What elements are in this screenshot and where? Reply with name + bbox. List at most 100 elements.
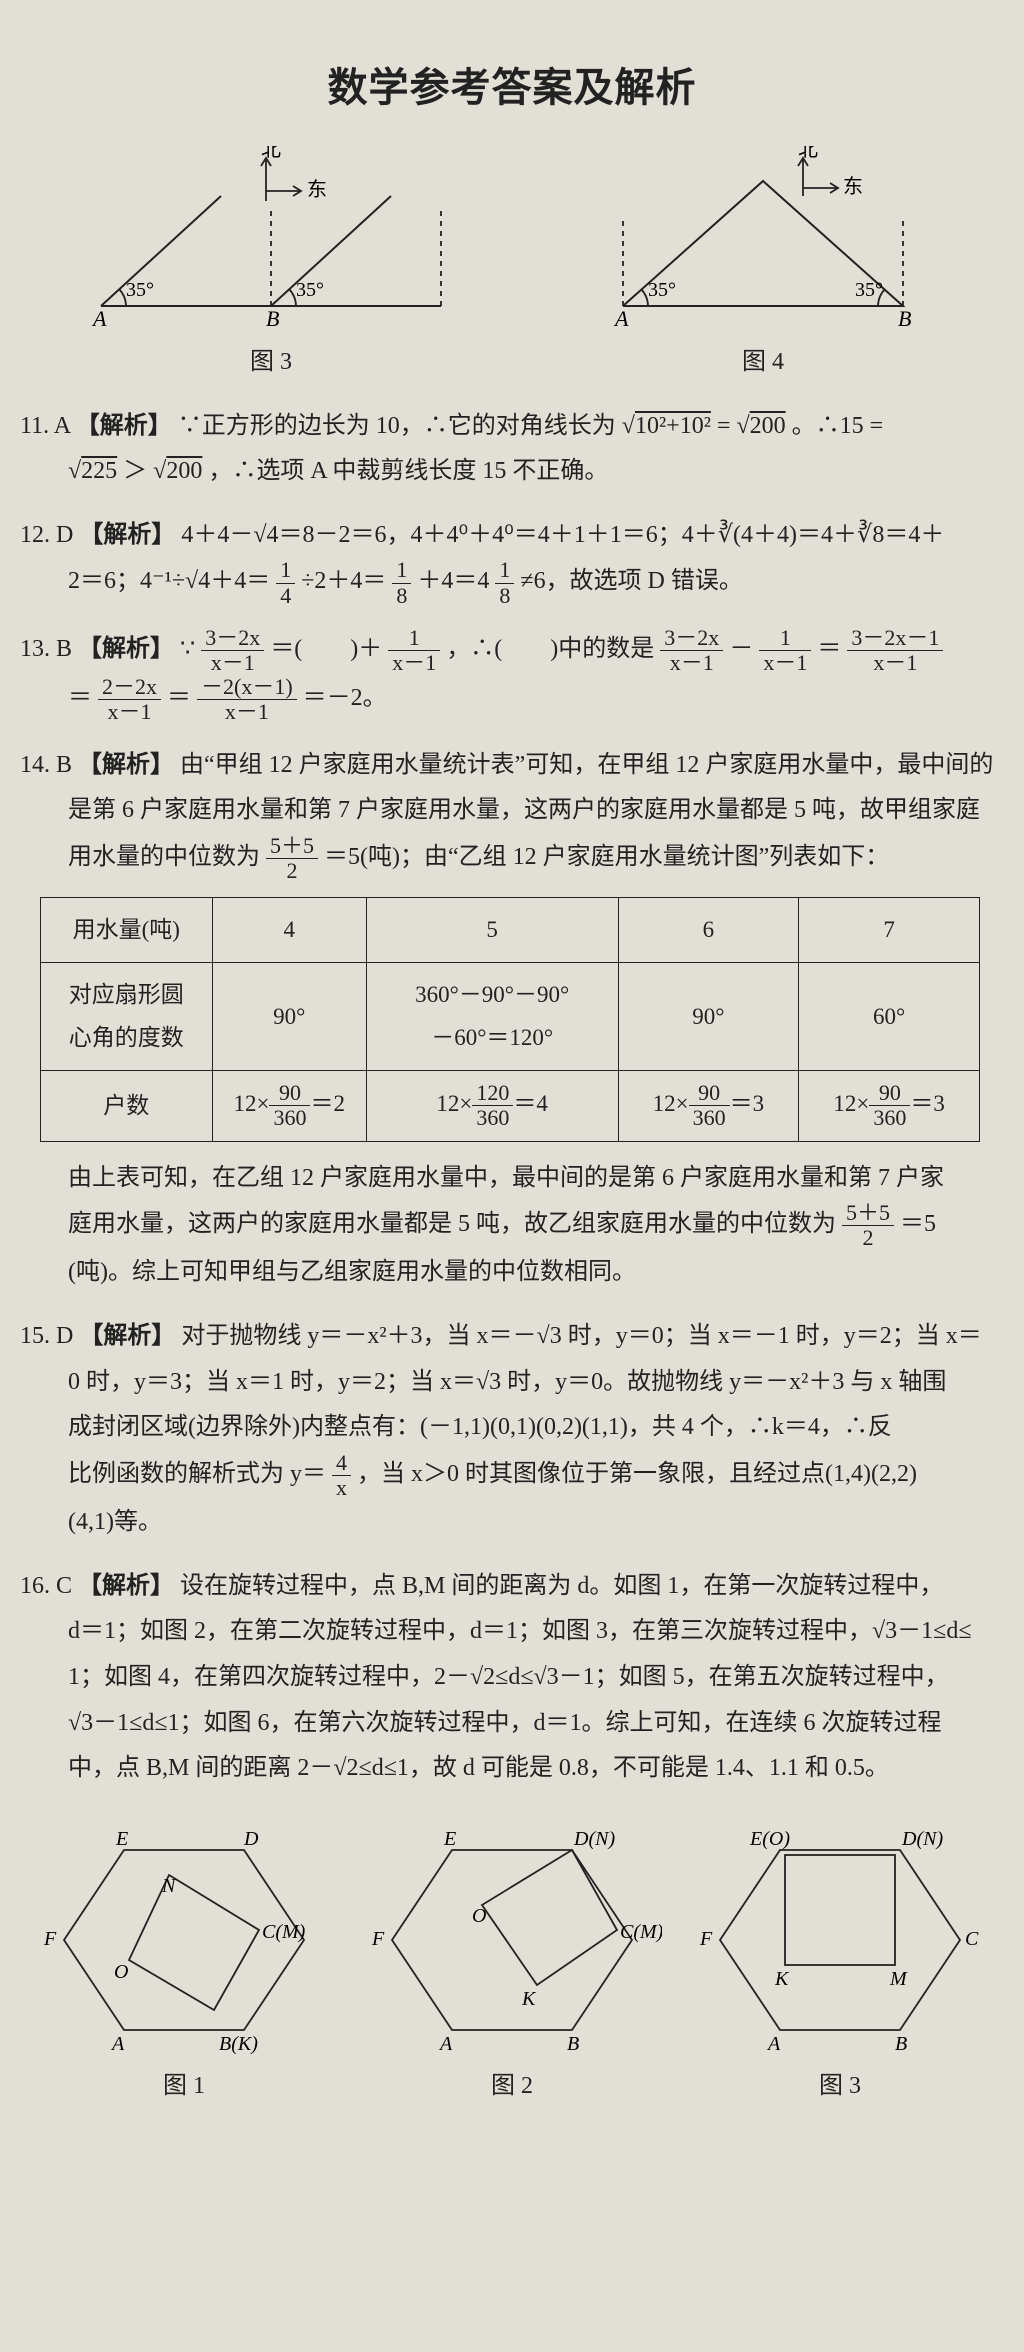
f2-E: E: [443, 1828, 456, 1850]
fig3-angle-a: 35°: [126, 279, 154, 301]
th-3: 6: [618, 898, 799, 963]
bot-fig1-cap: 图 1: [34, 2064, 334, 2110]
bot-fig3: E(O) D(N) F K M C A B 图 3: [690, 1810, 990, 2110]
q11-sqrt1: 10²+10²: [635, 413, 711, 439]
f3-C: C: [965, 1928, 979, 1950]
q13-fAt: 3－2x: [201, 626, 264, 651]
q14-fIb: 2: [842, 1226, 894, 1250]
f2-DN: D(N): [573, 1828, 615, 1850]
q15-l1: 对于抛物线 y＝－x²＋3，当 x＝－√3 时，y＝0；当 x＝－1 时，y＝2…: [181, 1323, 981, 1349]
q13-line2: ＝ 2－2xx－1 ＝ －2(x－1)x－1 ＝－2。: [20, 675, 1004, 724]
figure-4-block: 北 东 35° 35° A B 图 4: [573, 146, 953, 386]
q12-l1: 4＋4－√4＝8－2＝6，4＋4⁰＋4⁰＝4＋1＋1＝6；4＋∛(4＋4)＝4＋…: [181, 522, 944, 548]
q13: 13. B 【解析】 ∵ 3－2xx－1 ＝( )＋ 1x－1 ，∴( )中的数…: [20, 626, 1004, 675]
q13-fDt: 1: [759, 626, 811, 651]
q13-fFb: x－1: [98, 700, 161, 724]
td: 12×90360＝2: [212, 1071, 366, 1141]
q12-f2b: 8: [392, 584, 411, 608]
q12-l2c: ＋4＝4: [417, 569, 489, 595]
q16-tag: 【解析】: [78, 1573, 174, 1599]
q13-fGb: x－1: [197, 700, 297, 724]
q11-gt: ＞: [123, 458, 153, 484]
f1-O: O: [114, 1961, 128, 1983]
q15-l2: 0 时，y＝3；当 x＝1 时，y＝2；当 x＝√3 时，y＝0。故抛物线 y＝…: [20, 1360, 1004, 1406]
q14-p2: 庭用水量，这两户的家庭用水量都是 5 吨，故乙组家庭用水量的中位数为 5＋52 …: [20, 1201, 1004, 1250]
td: 90°: [212, 962, 366, 1070]
f2-A: A: [438, 2033, 453, 2055]
q13-l1b: ＝( )＋: [270, 636, 382, 662]
q11-sqrt4: 200: [166, 458, 202, 484]
q13-tag: 【解析】: [78, 636, 174, 662]
td: 户数: [41, 1071, 213, 1141]
q12-f3b: 8: [495, 584, 514, 608]
q15-l4: 比例函数的解析式为 y＝ 4x ，当 x＞0 时其图像位于第一象限，且经过点(1…: [20, 1451, 1004, 1500]
q14-fHt: 5＋5: [266, 834, 318, 859]
q12-f1b: 4: [276, 584, 295, 608]
bot-fig2: E D(N) F O C(M) K A B 图 2: [362, 1810, 662, 2110]
q13-l2c: ＝－2。: [303, 685, 387, 711]
q16-l4: √3－1≤d≤1；如图 6，在第六次旋转过程中，d＝1。综上可知，在连续 6 次…: [20, 1701, 1004, 1747]
q14-table: 用水量(吨) 4 5 6 7 对应扇形圆心角的度数 90° 360°－90°－9…: [40, 897, 980, 1141]
bottom-figure-row: E D N F O C(M) A B(K) 图 1 E D(N) F O: [20, 1810, 1004, 2110]
q13-l1a: ∵: [180, 636, 201, 662]
q14-p2b: ＝5: [900, 1211, 936, 1237]
q13-fDb: x－1: [759, 651, 811, 675]
fig4-angle-a: 35°: [648, 279, 676, 301]
q14-p1: 由上表可知，在乙组 12 户家庭用水量中，最中间的是第 6 户家庭用水量和第 7…: [20, 1156, 1004, 1202]
f1-BK: B(K): [219, 2033, 258, 2055]
q13-fBb: x－1: [388, 651, 440, 675]
q14: 14. B 【解析】 由“甲组 12 户家庭用水量统计表”可知，在甲组 12 户…: [20, 743, 1004, 789]
q11-tag: 【解析】: [76, 413, 172, 439]
td: 60°: [799, 962, 980, 1070]
f2-K: K: [521, 1988, 537, 2010]
f3-K: K: [774, 1968, 790, 1990]
q15-l4a: 比例函数的解析式为 y＝: [68, 1461, 326, 1487]
q14-l2: 是第 6 户家庭用水量和第 7 户家庭用水量，这两户的家庭用水量都是 5 吨，故…: [20, 788, 1004, 834]
td: 对应扇形圆心角的度数: [41, 962, 213, 1070]
q13-fCt: 3－2x: [660, 626, 723, 651]
q13-head: 13. B: [20, 636, 78, 662]
q16-l5: 中，点 B,M 间的距离 2－√2≤d≤1，故 d 可能是 0.8，不可能是 1…: [20, 1746, 1004, 1792]
q14-l3b: ＝5(吨)；由“乙组 12 户家庭用水量统计图”列表如下：: [324, 844, 889, 870]
q11: 11. A 【解析】 ∵正方形的边长为 10，∴它的对角线长为 √10²+10²…: [20, 404, 1004, 450]
q11-eq1: =: [717, 413, 737, 439]
q11-line2: √225 ＞ √200 ，∴选项 A 中裁剪线长度 15 不正确。: [20, 449, 1004, 495]
q12-head: 12. D: [20, 522, 79, 548]
td: 12×90360＝3: [799, 1071, 980, 1141]
f1-N: N: [161, 1875, 177, 1897]
figure-4-caption: 图 4: [573, 340, 953, 386]
f2-CM: C(M): [620, 1921, 662, 1943]
q13-fFt: 2－2x: [98, 675, 161, 700]
f3-B: B: [895, 2033, 907, 2055]
th-1: 4: [212, 898, 366, 963]
figure-3-svg: 北 东 35° 35° A B: [71, 146, 471, 336]
f1-D: D: [243, 1828, 259, 1850]
f3-M: M: [889, 1968, 908, 1990]
q14-p3: (吨)。综上可知甲组与乙组家庭用水量的中位数相同。: [20, 1250, 1004, 1296]
f3-F: F: [699, 1928, 713, 1950]
q12-l2b: ÷2＋4＝: [301, 569, 386, 595]
q14-p2a: 庭用水量，这两户的家庭用水量都是 5 吨，故乙组家庭用水量的中位数为: [68, 1211, 836, 1237]
q13-l2a: ＝: [68, 685, 92, 711]
fig3-east: 东: [307, 178, 327, 201]
bot-fig2-svg: E D(N) F O C(M) K A B: [362, 1810, 662, 2060]
th-4: 7: [799, 898, 980, 963]
q14-fIt: 5＋5: [842, 1201, 894, 1226]
q13-fCb: x－1: [660, 651, 723, 675]
q16-l3: 1；如图 4，在第四次旋转过程中，2－√2≤d≤√3－1；如图 5，在第五次旋转…: [20, 1655, 1004, 1701]
q15-tag: 【解析】: [79, 1323, 175, 1349]
q13-fGt: －2(x－1): [197, 675, 297, 700]
q16-l1: 设在旋转过程中，点 B,M 间的距离为 d。如图 1，在第一次旋转过程中，: [180, 1573, 943, 1599]
f3-A: A: [766, 2033, 781, 2055]
td: 90°: [618, 962, 799, 1070]
th-0: 用水量(吨): [41, 898, 213, 963]
bot-fig1-svg: E D N F O C(M) A B(K): [34, 1810, 334, 2060]
fig4-east: 东: [843, 175, 863, 198]
fig4-A: A: [613, 306, 629, 331]
q11-l2b: ，∴选项 A 中裁剪线长度 15 不正确。: [208, 458, 608, 484]
q14-tag: 【解析】: [78, 752, 174, 778]
q11-sqrt2: 200: [750, 413, 786, 439]
bot-fig3-svg: E(O) D(N) F K M C A B: [690, 1810, 990, 2060]
q12-l2a: 2＝6；4⁻¹÷√4＋4＝: [68, 569, 270, 595]
q15-l3: 成封闭区域(边界除外)内整点有：(－1,1)(0,1)(0,2)(1,1)，共 …: [20, 1405, 1004, 1451]
